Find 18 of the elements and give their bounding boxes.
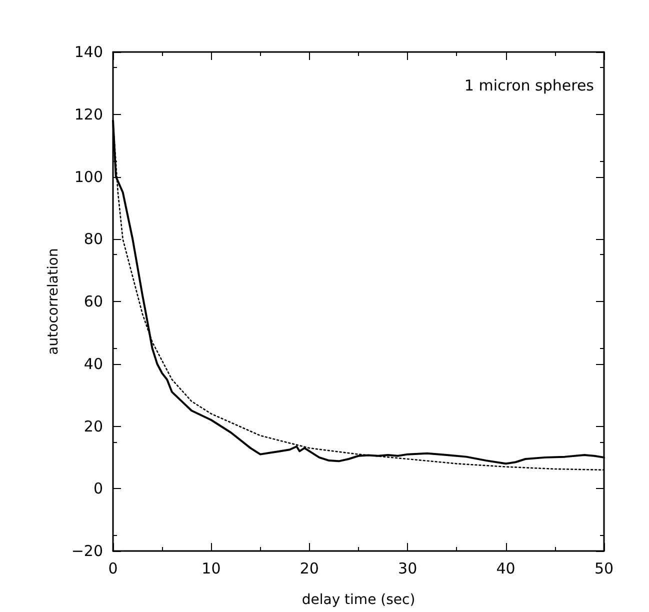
y-axis-title: autocorrelation — [45, 248, 62, 355]
y-tick-label: 60 — [84, 292, 103, 310]
y-tick-label: 120 — [74, 105, 103, 124]
x-tick-label: 20 — [300, 560, 319, 578]
y-tick-label: 80 — [84, 230, 103, 248]
x-tick-label: 50 — [594, 560, 614, 578]
x-axis-title: delay time (sec) — [302, 592, 416, 608]
x-tick-label: 30 — [398, 560, 418, 578]
annotation: 1 micron spheres — [464, 76, 594, 94]
y-tick-label: −20 — [71, 542, 103, 560]
y-tick-label: 140 — [74, 43, 103, 61]
y-tick-label: 0 — [93, 480, 103, 498]
y-tick-label: 40 — [84, 354, 103, 373]
y-tick-label: 100 — [74, 168, 103, 186]
y-tick-label: 20 — [84, 417, 103, 436]
x-tick-label: 10 — [202, 560, 221, 578]
x-tick-label: 0 — [108, 560, 118, 578]
x-tick-label: 40 — [496, 560, 516, 578]
